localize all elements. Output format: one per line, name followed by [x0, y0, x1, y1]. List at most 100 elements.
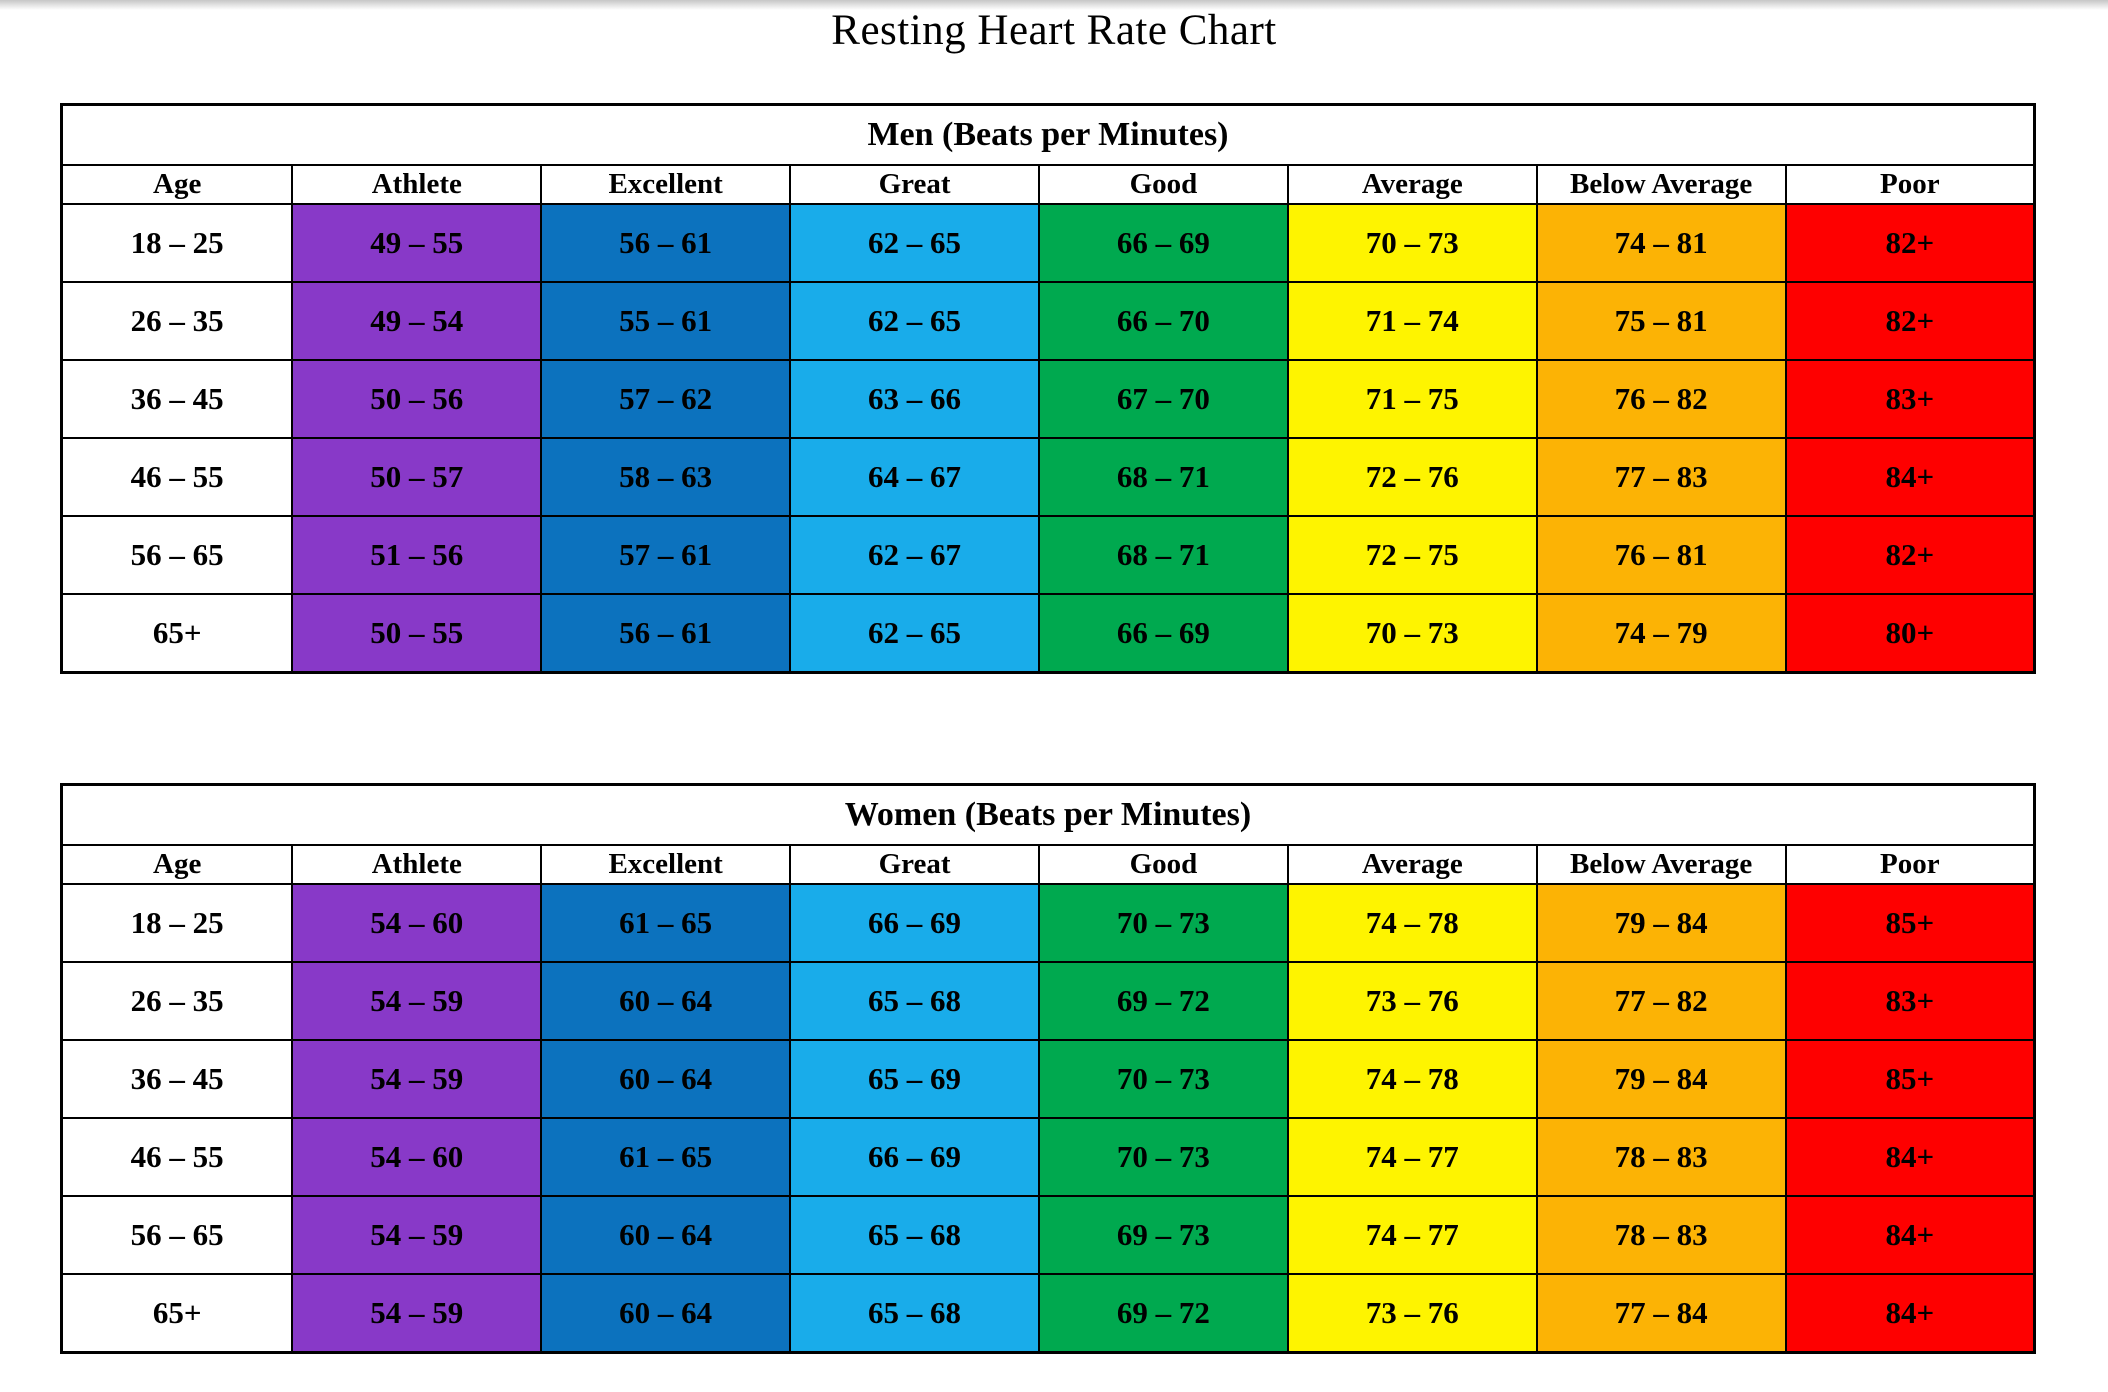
men-table-title-row: Men (Beats per Minutes)	[60, 103, 2036, 166]
bpm-range-cell: 66 – 69	[1037, 203, 1289, 283]
bpm-range-cell: 58 – 63	[540, 437, 792, 517]
bpm-range-cell: 74 – 79	[1535, 593, 1787, 673]
table-row: 56 – 65 54 – 59 60 – 64 65 – 68 69 – 73 74 – …	[60, 1195, 2036, 1275]
bpm-range-cell: 70 – 73	[1286, 203, 1538, 283]
bpm-range-cell: 70 – 73	[1037, 1039, 1289, 1119]
bpm-range-cell: 84+	[1784, 1195, 2036, 1275]
table-row: 46 – 55 54 – 60 61 – 65 66 – 69 70 – 73 74 – …	[60, 1117, 2036, 1197]
bpm-range-cell: 56 – 61	[540, 203, 792, 283]
women-table-title-row: Women (Beats per Minutes)	[60, 783, 2036, 846]
column-header-excellent: Excellent	[540, 164, 792, 205]
bpm-range-cell: 74 – 78	[1286, 1039, 1538, 1119]
column-header-poor: Poor	[1784, 844, 2036, 885]
column-header-good: Good	[1037, 164, 1289, 205]
column-header-age: Age	[60, 164, 294, 205]
bpm-range-cell: 73 – 76	[1286, 961, 1538, 1041]
page-title: Resting Heart Rate Chart	[831, 7, 1277, 54]
men-column-header-row: Age Athlete Excellent Great Good Average Below…	[60, 164, 2036, 205]
bpm-range-cell: 70 – 73	[1037, 883, 1289, 963]
bpm-range-cell: 65 – 68	[789, 1273, 1040, 1353]
table-row: 46 – 55 50 – 57 58 – 63 64 – 67 68 – 71 72 – …	[60, 437, 2036, 517]
age-cell: 46 – 55	[60, 1117, 294, 1197]
table-row: 56 – 65 51 – 56 57 – 61 62 – 67 68 – 71 72 – …	[60, 515, 2036, 595]
women-table-title: Women (Beats per Minutes)	[60, 783, 2036, 846]
bpm-range-cell: 75 – 81	[1535, 281, 1787, 361]
bpm-range-cell: 62 – 65	[789, 593, 1040, 673]
women-column-header-row: Age Athlete Excellent Great Good Average Below…	[60, 844, 2036, 885]
bpm-range-cell: 50 – 57	[291, 437, 543, 517]
bpm-range-cell: 50 – 56	[291, 359, 543, 439]
bpm-range-cell: 54 – 60	[291, 883, 543, 963]
bpm-range-cell: 50 – 55	[291, 593, 543, 673]
bpm-range-cell: 66 – 69	[789, 1117, 1040, 1197]
age-cell: 36 – 45	[60, 1039, 294, 1119]
bpm-range-cell: 61 – 65	[540, 1117, 792, 1197]
bpm-range-cell: 82+	[1784, 515, 2036, 595]
column-header-age: Age	[60, 844, 294, 885]
table-row: 26 – 35 49 – 54 55 – 61 62 – 65 66 – 70 71 – …	[60, 281, 2036, 361]
bpm-range-cell: 74 – 81	[1535, 203, 1787, 283]
bpm-range-cell: 55 – 61	[540, 281, 792, 361]
bpm-range-cell: 83+	[1784, 961, 2036, 1041]
bpm-range-cell: 62 – 65	[789, 281, 1040, 361]
bpm-range-cell: 79 – 84	[1535, 883, 1787, 963]
bpm-range-cell: 70 – 73	[1037, 1117, 1289, 1197]
age-cell: 65+	[60, 593, 294, 673]
bpm-range-cell: 54 – 59	[291, 961, 543, 1041]
women-table: Women (Beats per Minutes) Age Athlete Exce…	[60, 783, 2036, 1354]
age-cell: 65+	[60, 1273, 294, 1353]
table-row: 36 – 45 50 – 56 57 – 62 63 – 66 67 – 70 71 – …	[60, 359, 2036, 439]
age-cell: 46 – 55	[60, 437, 294, 517]
bpm-range-cell: 49 – 55	[291, 203, 543, 283]
column-header-below-average: Below Average	[1535, 164, 1787, 205]
bpm-range-cell: 72 – 76	[1286, 437, 1538, 517]
column-header-great: Great	[789, 164, 1040, 205]
bpm-range-cell: 70 – 73	[1286, 593, 1538, 673]
bpm-range-cell: 77 – 83	[1535, 437, 1787, 517]
bpm-range-cell: 62 – 67	[789, 515, 1040, 595]
bpm-range-cell: 73 – 76	[1286, 1273, 1538, 1353]
age-cell: 18 – 25	[60, 203, 294, 283]
bpm-range-cell: 66 – 69	[789, 883, 1040, 963]
column-header-athlete: Athlete	[291, 844, 543, 885]
bpm-range-cell: 79 – 84	[1535, 1039, 1787, 1119]
bpm-range-cell: 49 – 54	[291, 281, 543, 361]
bpm-range-cell: 77 – 84	[1535, 1273, 1787, 1353]
bpm-range-cell: 54 – 60	[291, 1117, 543, 1197]
bpm-range-cell: 69 – 73	[1037, 1195, 1289, 1275]
table-row: 65+ 54 – 59 60 – 64 65 – 68 69 – 72 73 – 76 77…	[60, 1273, 2036, 1353]
bpm-range-cell: 82+	[1784, 281, 2036, 361]
bpm-range-cell: 60 – 64	[540, 1273, 792, 1353]
column-header-poor: Poor	[1784, 164, 2036, 205]
men-table-body: 18 – 25 49 – 55 56 – 61 62 – 65 66 – 69 70 – …	[60, 203, 2036, 673]
bpm-range-cell: 66 – 70	[1037, 281, 1289, 361]
bpm-range-cell: 56 – 61	[540, 593, 792, 673]
column-header-great: Great	[789, 844, 1040, 885]
bpm-range-cell: 74 – 78	[1286, 883, 1538, 963]
bpm-range-cell: 67 – 70	[1037, 359, 1289, 439]
bpm-range-cell: 62 – 65	[789, 203, 1040, 283]
bpm-range-cell: 85+	[1784, 1039, 2036, 1119]
bpm-range-cell: 69 – 72	[1037, 1273, 1289, 1353]
bpm-range-cell: 63 – 66	[789, 359, 1040, 439]
women-table-body: 18 – 25 54 – 60 61 – 65 66 – 69 70 – 73 74 – …	[60, 883, 2036, 1353]
age-cell: 56 – 65	[60, 515, 294, 595]
table-row: 18 – 25 54 – 60 61 – 65 66 – 69 70 – 73 74 – …	[60, 883, 2036, 963]
bpm-range-cell: 65 – 69	[789, 1039, 1040, 1119]
table-row: 65+ 50 – 55 56 – 61 62 – 65 66 – 69 70 – 73 74…	[60, 593, 2036, 673]
bpm-range-cell: 60 – 64	[540, 1195, 792, 1275]
age-cell: 26 – 35	[60, 281, 294, 361]
bpm-range-cell: 60 – 64	[540, 961, 792, 1041]
bpm-range-cell: 65 – 68	[789, 1195, 1040, 1275]
age-cell: 36 – 45	[60, 359, 294, 439]
window-top-edge	[0, 0, 2108, 10]
age-cell: 18 – 25	[60, 883, 294, 963]
bpm-range-cell: 84+	[1784, 1117, 2036, 1197]
bpm-range-cell: 72 – 75	[1286, 515, 1538, 595]
bpm-range-cell: 80+	[1784, 593, 2036, 673]
bpm-range-cell: 57 – 62	[540, 359, 792, 439]
bpm-range-cell: 76 – 82	[1535, 359, 1787, 439]
bpm-range-cell: 85+	[1784, 883, 2036, 963]
bpm-range-cell: 77 – 82	[1535, 961, 1787, 1041]
